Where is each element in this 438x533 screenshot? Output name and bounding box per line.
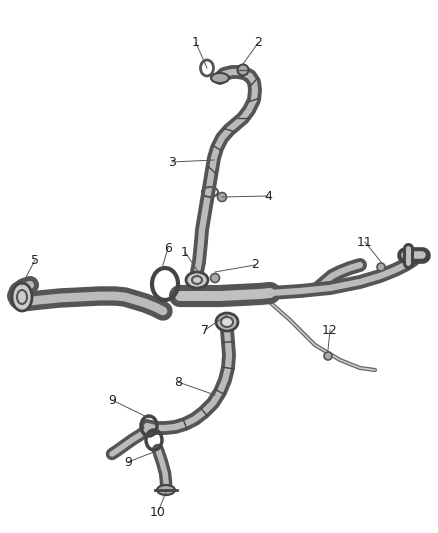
Text: 2: 2 [251, 259, 259, 271]
Ellipse shape [12, 283, 32, 311]
Ellipse shape [211, 73, 229, 83]
Text: 1: 1 [192, 36, 200, 50]
Text: 9: 9 [108, 393, 116, 407]
Ellipse shape [324, 352, 332, 360]
Ellipse shape [216, 313, 238, 331]
Text: 2: 2 [254, 36, 262, 50]
Ellipse shape [157, 485, 175, 495]
Ellipse shape [186, 272, 208, 288]
Text: 10: 10 [150, 505, 166, 519]
Text: 3: 3 [168, 156, 176, 168]
Text: 7: 7 [201, 324, 209, 336]
Text: 8: 8 [174, 376, 182, 389]
Ellipse shape [237, 64, 248, 76]
Text: 5: 5 [31, 254, 39, 266]
Text: 9: 9 [124, 456, 132, 469]
Text: 12: 12 [322, 324, 338, 336]
Text: 1: 1 [181, 246, 189, 259]
Text: 6: 6 [164, 241, 172, 254]
Ellipse shape [377, 263, 385, 271]
Ellipse shape [211, 273, 219, 282]
Text: 11: 11 [357, 236, 373, 248]
Ellipse shape [218, 192, 226, 201]
Ellipse shape [221, 317, 233, 327]
Text: 4: 4 [264, 190, 272, 203]
